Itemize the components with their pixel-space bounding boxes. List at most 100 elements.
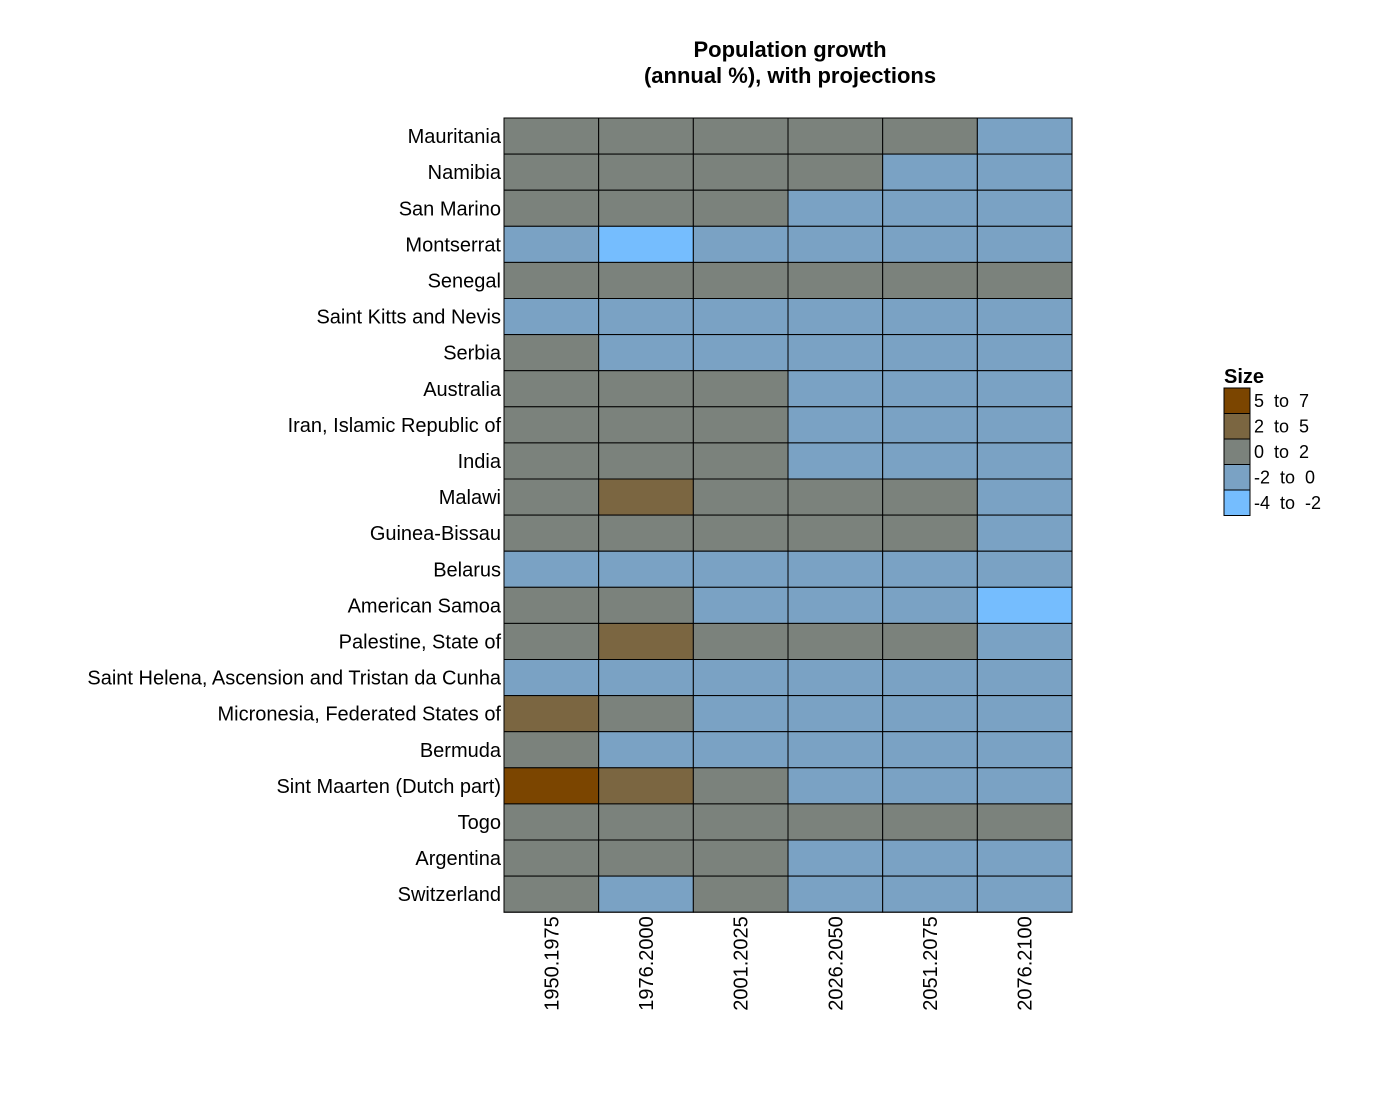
- heatmap-cell: Australia 2076.2100: -2 to 0: [976, 370, 1073, 408]
- heatmap-cell: India 1950.1975: 0 to 2: [503, 442, 600, 480]
- heatmap-cell: Montserrat 1976.2000: -4 to -2: [598, 225, 694, 263]
- heatmap-cell: Belarus 1950.1975: -2 to 0: [503, 550, 600, 588]
- heatmap-cell: Senegal 2076.2100: 0 to 2: [976, 261, 1073, 299]
- heatmap-cell: Iran, Islamic Republic of 1950.1975: 0 t…: [503, 406, 600, 444]
- row-label: American Samoa: [348, 595, 502, 617]
- row-label: Micronesia, Federated States of: [218, 704, 502, 726]
- row-label: Argentina: [415, 848, 501, 870]
- row-label: India: [458, 451, 502, 473]
- heatmap-cell: India 2026.2050: -2 to 0: [787, 442, 884, 480]
- heatmap-cell: Namibia 1950.1975: 0 to 2: [503, 153, 600, 191]
- heatmap-cell: Malawi 1950.1975: 0 to 2: [503, 478, 600, 516]
- row-label: Iran, Islamic Republic of: [288, 415, 502, 437]
- heatmap-cell: San Marino 2001.2025: 0 to 2: [692, 189, 789, 227]
- heatmap-cell: Saint Helena, Ascension and Tristan da C…: [787, 659, 884, 697]
- heatmap-cell: Montserrat 2001.2025: -2 to 0: [692, 225, 789, 263]
- heatmap-cell: India 2001.2025: 0 to 2: [692, 442, 789, 480]
- heatmap-cell: Micronesia, Federated States of 2001.202…: [692, 695, 789, 733]
- heatmap-cell: Serbia 2076.2100: -2 to 0: [976, 334, 1073, 372]
- heatmap-cell: Belarus 1976.2000: -2 to 0: [598, 550, 694, 588]
- heatmap-cell: Sint Maarten (Dutch part) 1950.1975: 5 t…: [503, 767, 600, 805]
- heatmap-cell: Iran, Islamic Republic of 1976.2000: 0 t…: [598, 406, 694, 444]
- heatmap-cell: Serbia 2051.2075: -2 to 0: [882, 334, 978, 372]
- heatmap-cell: Namibia 2001.2025: 0 to 2: [692, 153, 789, 191]
- heatmap-cell: Malawi 2076.2100: -2 to 0: [976, 478, 1073, 516]
- chart-title-line-2: (annual %), with projections: [644, 63, 936, 88]
- heatmap-cell: Guinea-Bissau 1950.1975: 0 to 2: [503, 514, 600, 552]
- heatmap-cell: Australia 1950.1975: 0 to 2: [503, 370, 600, 408]
- column-label: 2051.2075: [920, 916, 942, 1011]
- heatmap-cell: Saint Kitts and Nevis 2076.2100: -2 to 0: [976, 298, 1073, 336]
- row-label: Montserrat: [405, 234, 501, 256]
- heatmap-cell: Switzerland 2076.2100: -2 to 0: [976, 875, 1073, 913]
- heatmap-cell: Namibia 2076.2100: -2 to 0: [976, 153, 1073, 191]
- row-label: Malawi: [439, 487, 501, 509]
- heatmap-cell: Micronesia, Federated States of 2051.207…: [882, 695, 978, 733]
- heatmap-cell: India 2051.2075: -2 to 0: [882, 442, 978, 480]
- heatmap-cell: Australia 2051.2075: -2 to 0: [882, 370, 978, 408]
- heatmap-cell: San Marino 2026.2050: -2 to 0: [787, 189, 884, 227]
- heatmap-cell: Malawi 2051.2075: 0 to 2: [882, 478, 978, 516]
- heatmap-cell: Guinea-Bissau 1976.2000: 0 to 2: [598, 514, 694, 552]
- legend-swatch: [1223, 413, 1251, 440]
- heatmap-cell: Togo 2026.2050: 0 to 2: [787, 803, 884, 841]
- heatmap-cell: Micronesia, Federated States of 2026.205…: [787, 695, 884, 733]
- heatmap-cell: Palestine, State of 1950.1975: 0 to 2: [503, 622, 600, 661]
- heatmap-cell: San Marino 1976.2000: 0 to 2: [598, 189, 694, 227]
- row-label: Palestine, State of: [339, 631, 502, 653]
- legend-label: 2 to 5: [1254, 416, 1309, 436]
- heatmap-cell: Saint Kitts and Nevis 2051.2075: -2 to 0: [882, 298, 978, 336]
- legend-swatch: [1223, 489, 1251, 516]
- heatmap-cell: Saint Helena, Ascension and Tristan da C…: [503, 659, 600, 697]
- heatmap-cell: Montserrat 2026.2050: -2 to 0: [787, 225, 884, 263]
- heatmap-cell: Togo 1950.1975: 0 to 2: [503, 803, 600, 841]
- heatmap-cell: San Marino 1950.1975: 0 to 2: [503, 189, 600, 227]
- heatmap-cell: American Samoa 2001.2025: -2 to 0: [692, 586, 789, 624]
- heatmap-cell: San Marino 2051.2075: -2 to 0: [882, 189, 978, 227]
- legend-title: Size: [1224, 366, 1264, 388]
- column-label: 1950.1975: [541, 916, 563, 1011]
- chart-title-line-1: Population growth: [693, 37, 886, 62]
- heatmap-cell: Sint Maarten (Dutch part) 2026.2050: -2 …: [787, 767, 884, 805]
- heatmap-cell: Senegal 1976.2000: 0 to 2: [598, 261, 694, 299]
- heatmap-cell: Saint Helena, Ascension and Tristan da C…: [598, 659, 694, 697]
- heatmap-cell: Guinea-Bissau 2026.2050: 0 to 2: [787, 514, 884, 552]
- heatmap-cells: Mauritania 1950.1975: 0 to 2Mauritania 1…: [503, 117, 1073, 913]
- heatmap-cell: Sint Maarten (Dutch part) 2001.2025: 0 t…: [692, 767, 789, 805]
- column-label: 1976.2000: [636, 916, 658, 1011]
- heatmap-cell: Saint Kitts and Nevis 1950.1975: -2 to 0: [503, 298, 600, 336]
- heatmap-cell: Saint Helena, Ascension and Tristan da C…: [976, 659, 1073, 697]
- legend-swatch: [1223, 438, 1251, 465]
- heatmap-cell: Palestine, State of 2076.2100: -2 to 0: [976, 622, 1073, 661]
- row-label: Switzerland: [398, 884, 501, 906]
- heatmap-cell: Micronesia, Federated States of 2076.210…: [976, 695, 1073, 733]
- heatmap-border: [503, 117, 1073, 913]
- heatmap-cell: Bermuda 2051.2075: -2 to 0: [882, 731, 978, 769]
- heatmap-cell: Mauritania 1950.1975: 0 to 2: [503, 117, 600, 155]
- legend: Size 5 to 7 2 to 5 0 to 2 -2 to 0 -4 to -2: [1223, 366, 1321, 516]
- heatmap-cell: Micronesia, Federated States of 1976.200…: [598, 695, 694, 733]
- heatmap-cell: Mauritania 2076.2100: -2 to 0: [976, 117, 1073, 155]
- heatmap-cell: Senegal 1950.1975: 0 to 2: [503, 261, 600, 299]
- legend-label: -2 to 0: [1254, 467, 1315, 487]
- heatmap-cell: American Samoa 2076.2100: -4 to -2: [976, 586, 1073, 624]
- heatmap-cell: Montserrat 2051.2075: -2 to 0: [882, 225, 978, 263]
- legend-label: 5 to 7: [1254, 391, 1309, 411]
- heatmap-cell: Mauritania 1976.2000: 0 to 2: [598, 117, 694, 155]
- heatmap-cell: India 2076.2100: -2 to 0: [976, 442, 1073, 480]
- heatmap-cell: Malawi 2001.2025: 0 to 2: [692, 478, 789, 516]
- heatmap-cell: Palestine, State of 2001.2025: 0 to 2: [692, 622, 789, 661]
- heatmap-cell: Argentina 2076.2100: -2 to 0: [976, 839, 1073, 877]
- heatmap-cell: Bermuda 2001.2025: -2 to 0: [692, 731, 789, 769]
- chart-title: Population growth(annual %), with projec…: [644, 37, 936, 88]
- heatmap-cell: Montserrat 2076.2100: -2 to 0: [976, 225, 1073, 263]
- heatmap-cell: Belarus 2026.2050: -2 to 0: [787, 550, 884, 588]
- heatmap-cell: Senegal 2051.2075: 0 to 2: [882, 261, 978, 299]
- heatmap-cell: Iran, Islamic Republic of 2001.2025: 0 t…: [692, 406, 789, 444]
- heatmap-cell: Sint Maarten (Dutch part) 1976.2000: 2 t…: [598, 767, 694, 805]
- row-label: Serbia: [443, 343, 502, 365]
- heatmap-cell: Namibia 2051.2075: -2 to 0: [882, 153, 978, 191]
- heatmap-cell: San Marino 2076.2100: -2 to 0: [976, 189, 1073, 227]
- row-label: Bermuda: [420, 740, 502, 762]
